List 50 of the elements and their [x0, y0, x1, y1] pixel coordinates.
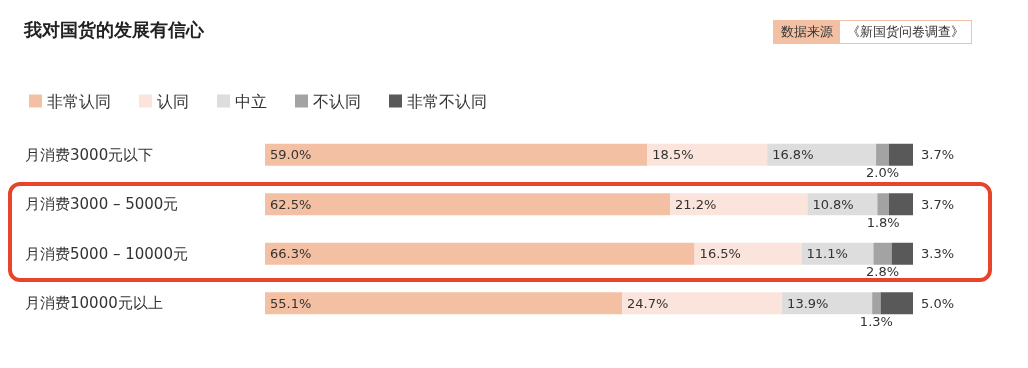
data-label: 18.5% [652, 147, 694, 163]
bar [872, 292, 881, 315]
bar [647, 143, 768, 166]
bar [622, 292, 783, 315]
data-label: 16.8% [772, 147, 814, 163]
y-tick-label: 月消费3000 – 5000元 [25, 195, 179, 214]
data-label: 5.0% [921, 295, 955, 311]
bar [265, 242, 695, 265]
bar [694, 242, 802, 265]
data-label: 13.9% [787, 295, 829, 311]
data-label: 3.7% [921, 196, 955, 212]
data-label: 2.8% [866, 264, 900, 280]
bar [782, 292, 873, 315]
bar [889, 193, 913, 216]
legend-label: 认同 [157, 91, 189, 111]
bar [876, 143, 890, 166]
bar [873, 242, 892, 265]
data-label: 66.3% [270, 246, 312, 262]
data-label: 59.0% [270, 147, 312, 163]
data-label: 3.3% [921, 246, 955, 262]
data-label: 11.1% [806, 246, 848, 262]
text: 数据来源 [774, 21, 840, 43]
legend-label: 非常不认同 [407, 91, 487, 111]
bar [891, 242, 913, 265]
data-label: 1.3% [859, 313, 893, 329]
text: 我对国货的发展有信心 [24, 18, 204, 42]
bar [880, 292, 913, 315]
data-label: 2.0% [866, 165, 900, 181]
legend-label: 不认同 [313, 91, 361, 111]
legend-label: 非常认同 [47, 91, 111, 111]
data-label: 21.2% [675, 196, 717, 212]
legend-label: 中立 [235, 91, 267, 111]
y-tick-label: 月消费10000元以上 [25, 294, 163, 313]
y-tick-label: 月消费3000元以下 [25, 145, 154, 164]
data-label: 55.1% [270, 295, 312, 311]
data-label: 16.5% [699, 246, 741, 262]
text: 《新国货问卷调查》 [846, 23, 965, 41]
data-label: 10.8% [812, 196, 854, 212]
y-tick-label: 月消费5000 – 10000元 [25, 244, 188, 263]
bar [265, 292, 623, 315]
bar [265, 143, 648, 166]
bar [877, 193, 890, 216]
data-label: 1.8% [866, 214, 900, 230]
bar [265, 193, 670, 216]
data-label: 3.7% [921, 147, 955, 163]
bar [767, 143, 877, 166]
data-label: 62.5% [270, 196, 312, 212]
bar [889, 143, 913, 166]
bar [670, 193, 808, 216]
data-label: 24.7% [627, 295, 669, 311]
